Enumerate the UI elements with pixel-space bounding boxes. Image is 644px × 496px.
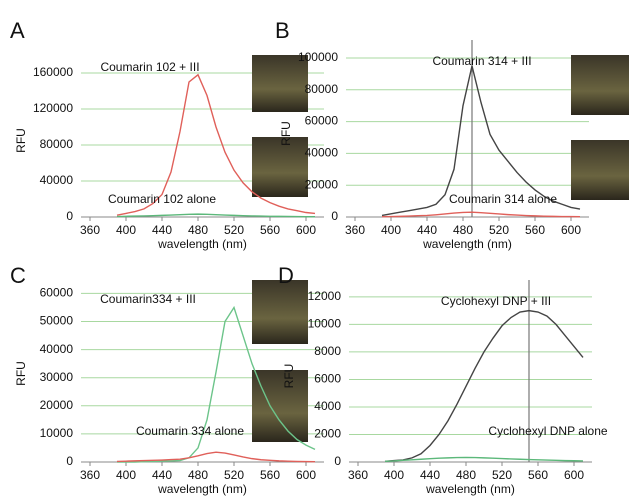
series-label: Coumarin334 + III — [100, 292, 196, 306]
x-tick-label: 560 — [525, 223, 545, 237]
x-tick-label: 360 — [80, 468, 100, 482]
y-tick-label: 12000 — [308, 289, 342, 303]
y-axis-label: RFU — [282, 364, 296, 389]
series-line — [116, 451, 316, 463]
y-tick-label: 60000 — [305, 114, 339, 128]
series-line — [384, 456, 584, 463]
x-tick-label: 360 — [80, 223, 100, 237]
series-label: Coumarin 102 + III — [100, 60, 199, 74]
x-tick-label: 440 — [152, 468, 172, 482]
x-tick-label: 600 — [296, 468, 316, 482]
series-line — [117, 305, 316, 463]
y-axis-label: RFU — [279, 121, 293, 146]
y-tick-label: 40000 — [305, 146, 339, 160]
panel-label: B — [275, 18, 290, 43]
x-tick-label: 560 — [260, 468, 280, 482]
y-tick-label: 2000 — [314, 427, 341, 441]
y-tick-label: 0 — [331, 209, 338, 223]
x-tick-label: 440 — [420, 468, 440, 482]
panel-label: C — [10, 263, 26, 288]
x-tick-label: 480 — [188, 468, 208, 482]
x-axis-label: wavelength (nm) — [157, 482, 247, 496]
x-tick-label: 600 — [561, 223, 581, 237]
x-tick-label: 560 — [528, 468, 548, 482]
photo-inset — [252, 280, 308, 344]
series-label: Cyclohexyl DNP + III — [441, 294, 551, 308]
y-tick-label: 50000 — [40, 314, 74, 328]
x-tick-label: 400 — [116, 223, 136, 237]
photo-inset — [571, 140, 629, 200]
x-tick-label: 600 — [296, 223, 316, 237]
y-tick-label: 100000 — [298, 50, 338, 64]
photo-inset — [252, 137, 308, 197]
series-line — [381, 211, 581, 218]
y-tick-label: 80000 — [40, 137, 74, 151]
y-tick-label: 20000 — [40, 398, 74, 412]
y-tick-label: 0 — [334, 454, 341, 468]
x-tick-label: 480 — [456, 468, 476, 482]
x-tick-label: 520 — [492, 468, 512, 482]
photo-inset — [252, 55, 308, 112]
series-line — [384, 309, 584, 463]
x-tick-label: 360 — [345, 223, 365, 237]
x-tick-label: 440 — [152, 223, 172, 237]
panel-label: A — [10, 18, 25, 43]
series-line — [116, 73, 316, 216]
y-axis-label: RFU — [14, 361, 28, 386]
x-tick-label: 560 — [260, 223, 280, 237]
series-label: Coumarin 314 alone — [449, 192, 557, 206]
y-tick-label: 80000 — [305, 82, 339, 96]
series-label: Coumarin 314 + III — [432, 54, 531, 68]
x-axis-label: wavelength (nm) — [422, 237, 512, 251]
x-tick-label: 520 — [224, 468, 244, 482]
x-tick-label: 480 — [188, 223, 208, 237]
y-tick-label: 30000 — [40, 370, 74, 384]
y-tick-label: 10000 — [308, 317, 342, 331]
x-tick-label: 400 — [116, 468, 136, 482]
x-axis-label: wavelength (nm) — [425, 482, 515, 496]
y-tick-label: 60000 — [40, 286, 74, 300]
x-tick-label: 520 — [489, 223, 509, 237]
x-tick-label: 480 — [453, 223, 473, 237]
x-tick-label: 400 — [381, 223, 401, 237]
x-tick-label: 440 — [417, 223, 437, 237]
y-tick-label: 40000 — [40, 342, 74, 356]
panel-label: D — [278, 263, 294, 288]
series-label: Coumarin 102 alone — [108, 192, 216, 206]
y-tick-label: 10000 — [40, 426, 74, 440]
photo-inset — [571, 55, 629, 115]
x-axis-label: wavelength (nm) — [157, 237, 247, 251]
y-tick-label: 160000 — [33, 65, 73, 79]
series-label: Coumarin 334 alone — [136, 424, 244, 438]
y-tick-label: 40000 — [40, 173, 74, 187]
y-tick-label: 4000 — [314, 399, 341, 413]
y-tick-label: 20000 — [305, 177, 339, 191]
y-tick-label: 0 — [66, 454, 73, 468]
x-tick-label: 400 — [384, 468, 404, 482]
y-tick-label: 120000 — [33, 101, 73, 115]
series-line — [116, 213, 315, 218]
y-tick-label: 6000 — [314, 372, 341, 386]
y-axis-label: RFU — [14, 128, 28, 153]
x-tick-label: 600 — [564, 468, 584, 482]
series-label: Cyclohexyl DNP alone — [488, 424, 607, 438]
x-tick-label: 360 — [348, 468, 368, 482]
y-tick-label: 0 — [66, 209, 73, 223]
photo-inset — [252, 370, 308, 442]
x-tick-label: 520 — [224, 223, 244, 237]
series-line — [381, 65, 581, 217]
y-tick-label: 8000 — [314, 344, 341, 358]
